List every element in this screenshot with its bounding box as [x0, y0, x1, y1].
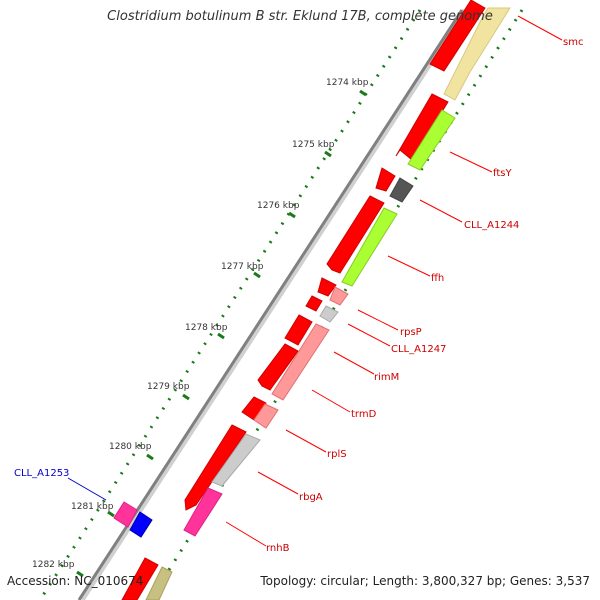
cds-track-inner [121, 0, 486, 600]
kbp-tick-mark [107, 510, 115, 518]
gene-label-line [449, 151, 493, 173]
cds-feature [284, 314, 313, 346]
cds-feature [326, 195, 385, 274]
cds-feature [341, 207, 398, 287]
backbone-shadow [79, 8, 468, 600]
gene-label-line [257, 471, 299, 495]
kbp-label: 1281 kbp [71, 502, 114, 512]
gene-label-line [67, 477, 107, 501]
cds-track-outer [145, 7, 511, 600]
gene-label-line [387, 255, 431, 277]
cds-feature [211, 433, 261, 487]
gene-label: trmD [351, 409, 377, 420]
gene-label: CLL_A1247 [391, 344, 446, 355]
kbp-ruler-dots [38, 9, 422, 600]
gene-label: rpsP [400, 327, 422, 338]
gene-label: ftsY [493, 168, 512, 179]
kbp-tick-mark [288, 211, 296, 219]
kbp-tick-mark [76, 570, 84, 578]
cds-feature [184, 424, 247, 511]
gene-label: rbgA [299, 492, 323, 503]
gene-label: rnhB [266, 543, 290, 554]
cds-feature [443, 7, 511, 101]
gene-label-line [285, 429, 327, 453]
cds-feature [407, 109, 456, 171]
genome-summary-text: Topology: circular; Length: 3,800,327 bp… [260, 574, 590, 588]
cds-feature [429, 0, 486, 72]
gene-label-line [311, 389, 351, 413]
gene-label-line [225, 521, 267, 547]
kbp-label: 1274 kbp [326, 78, 369, 88]
kbp-label: 1279 kbp [147, 382, 190, 392]
gene-label: rplS [327, 449, 347, 460]
kbp-label: 1275 kbp [292, 140, 335, 150]
kbp-label: 1277 kbp [221, 262, 264, 272]
cds-feature [257, 343, 299, 391]
cds-feature-highlight [113, 501, 138, 528]
gene-label-line [347, 323, 391, 347]
gene-label: ffh [431, 273, 444, 284]
gene-label-line [419, 199, 463, 223]
gene-label: smc [563, 37, 583, 48]
gene-label: rimM [374, 372, 399, 383]
kbp-label: 1280 kbp [109, 442, 152, 452]
gene-label-line [517, 15, 563, 41]
kbp-tick-mark [146, 453, 154, 461]
accession-text: Accession: NC_010674 [7, 574, 144, 588]
cds-feature [329, 286, 349, 306]
cds-feature [183, 487, 223, 537]
genome-backbone [77, 9, 464, 600]
kbp-tick-mark [217, 332, 225, 340]
kbp-label: 1276 kbp [257, 201, 300, 211]
kbp-tick-marks [76, 89, 367, 578]
cds-feature [317, 277, 337, 297]
gene-label: CLL_A1253 [14, 468, 69, 479]
kbp-tick-mark [182, 393, 190, 401]
cds-feature [395, 93, 449, 161]
cds-feature [305, 295, 323, 312]
cds-feature-highlight [129, 511, 153, 538]
cds-feature [389, 177, 414, 203]
cds-feature [375, 167, 396, 192]
gene-label-line [333, 351, 375, 375]
gene-label-line [357, 309, 399, 331]
genome-title: Clostridium botulinum B str. Eklund 17B,… [107, 9, 493, 24]
gene-label: CLL_A1244 [464, 220, 519, 231]
kbp-label: 1278 kbp [185, 323, 228, 333]
kbp-tick-mark [324, 150, 332, 158]
cds-feature [145, 566, 173, 600]
kbp-label: 1282 kbp [32, 560, 75, 570]
cds-feature [271, 323, 330, 401]
cds-feature [121, 557, 159, 600]
cds-feature [253, 403, 279, 429]
cds-feature [319, 305, 339, 323]
kbp-tick-mark [359, 89, 367, 97]
kbp-tick-mark [253, 271, 261, 279]
